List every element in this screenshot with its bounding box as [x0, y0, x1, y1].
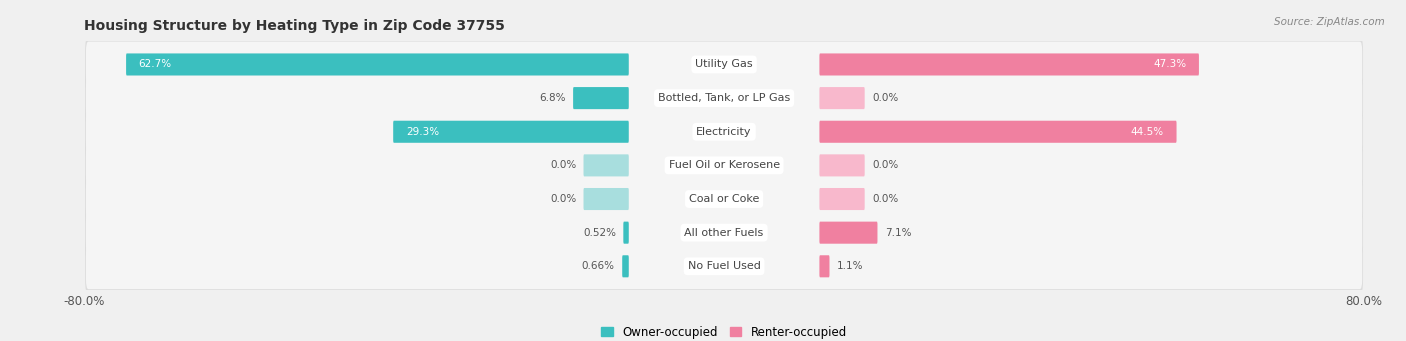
FancyBboxPatch shape	[820, 121, 1177, 143]
Text: 0.66%: 0.66%	[582, 261, 614, 271]
FancyBboxPatch shape	[820, 54, 1199, 75]
FancyBboxPatch shape	[86, 37, 1362, 92]
FancyBboxPatch shape	[820, 154, 865, 176]
Text: 0.52%: 0.52%	[583, 228, 616, 238]
Legend: Owner-occupied, Renter-occupied: Owner-occupied, Renter-occupied	[600, 326, 848, 339]
FancyBboxPatch shape	[86, 205, 1362, 260]
FancyBboxPatch shape	[583, 188, 628, 210]
FancyBboxPatch shape	[86, 42, 1362, 87]
Text: 0.0%: 0.0%	[872, 93, 898, 103]
Text: Utility Gas: Utility Gas	[696, 59, 752, 70]
FancyBboxPatch shape	[394, 121, 628, 143]
FancyBboxPatch shape	[820, 222, 877, 244]
Text: 0.0%: 0.0%	[550, 194, 576, 204]
FancyBboxPatch shape	[623, 222, 628, 244]
Text: Bottled, Tank, or LP Gas: Bottled, Tank, or LP Gas	[658, 93, 790, 103]
FancyBboxPatch shape	[86, 109, 1362, 154]
Text: 47.3%: 47.3%	[1153, 59, 1187, 70]
FancyBboxPatch shape	[86, 243, 1362, 289]
Text: All other Fuels: All other Fuels	[685, 228, 763, 238]
FancyBboxPatch shape	[86, 75, 1362, 121]
FancyBboxPatch shape	[127, 54, 628, 75]
Text: 0.0%: 0.0%	[872, 194, 898, 204]
FancyBboxPatch shape	[86, 172, 1362, 227]
FancyBboxPatch shape	[583, 154, 628, 176]
FancyBboxPatch shape	[86, 104, 1362, 159]
FancyBboxPatch shape	[86, 210, 1362, 255]
FancyBboxPatch shape	[820, 87, 865, 109]
FancyBboxPatch shape	[86, 71, 1362, 126]
Text: Source: ZipAtlas.com: Source: ZipAtlas.com	[1274, 17, 1385, 27]
FancyBboxPatch shape	[623, 255, 628, 277]
Text: Electricity: Electricity	[696, 127, 752, 137]
Text: 29.3%: 29.3%	[406, 127, 439, 137]
Text: 0.0%: 0.0%	[550, 160, 576, 170]
FancyBboxPatch shape	[86, 176, 1362, 222]
Text: No Fuel Used: No Fuel Used	[688, 261, 761, 271]
Text: 1.1%: 1.1%	[837, 261, 863, 271]
Text: 0.0%: 0.0%	[872, 160, 898, 170]
Text: 44.5%: 44.5%	[1130, 127, 1164, 137]
Text: Fuel Oil or Kerosene: Fuel Oil or Kerosene	[668, 160, 780, 170]
FancyBboxPatch shape	[86, 143, 1362, 188]
Text: Coal or Coke: Coal or Coke	[689, 194, 759, 204]
Text: 6.8%: 6.8%	[540, 93, 565, 103]
Text: 7.1%: 7.1%	[884, 228, 911, 238]
FancyBboxPatch shape	[86, 239, 1362, 294]
FancyBboxPatch shape	[820, 255, 830, 277]
FancyBboxPatch shape	[574, 87, 628, 109]
Text: 62.7%: 62.7%	[139, 59, 172, 70]
FancyBboxPatch shape	[820, 188, 865, 210]
FancyBboxPatch shape	[86, 138, 1362, 193]
Text: Housing Structure by Heating Type in Zip Code 37755: Housing Structure by Heating Type in Zip…	[84, 19, 505, 33]
